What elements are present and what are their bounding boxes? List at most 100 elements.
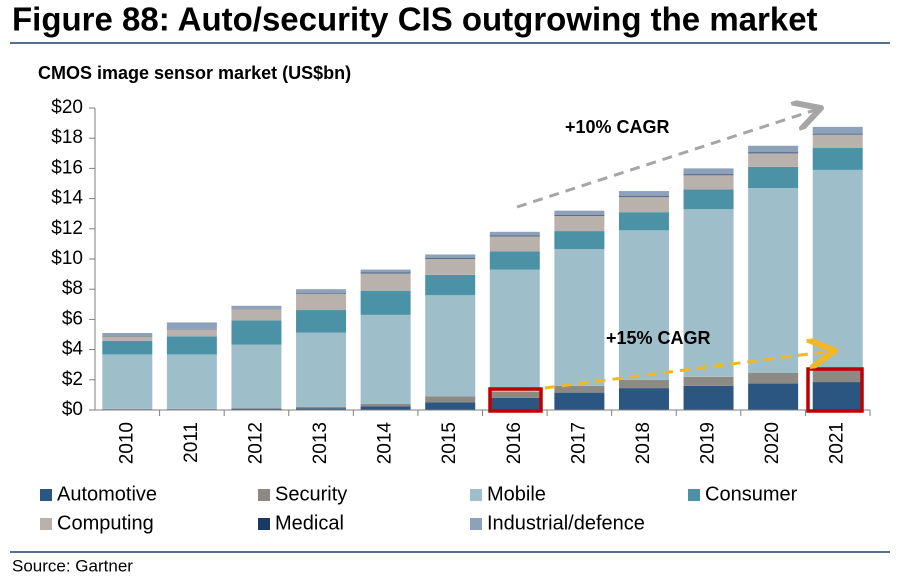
- bar-segment: [812, 134, 863, 149]
- bar-segment: [489, 235, 540, 237]
- bar-segment: [554, 215, 605, 232]
- bar-segment: [102, 354, 153, 409]
- legend-label: Medical: [275, 512, 344, 534]
- bar-segment: [231, 408, 282, 410]
- bar-segment: [554, 249, 605, 386]
- bar-segment: [166, 354, 217, 409]
- highlight-box: [488, 387, 543, 413]
- bar-segment: [425, 402, 476, 410]
- bar-segment: [554, 215, 605, 216]
- y-tick-label: $12: [51, 218, 83, 239]
- bar-segment: [231, 344, 282, 409]
- x-tick-label: 2013: [310, 422, 331, 464]
- y-tick-label: $4: [62, 339, 84, 360]
- bar-segment: [166, 336, 217, 355]
- bar-segment: [489, 397, 540, 410]
- bar-segment: [618, 230, 669, 380]
- bar-segment: [812, 382, 863, 410]
- bar-segment: [231, 305, 282, 309]
- legend-swatch: [40, 518, 52, 530]
- bar-segment: [425, 274, 476, 296]
- bar-segment: [296, 289, 347, 293]
- bar-segment: [618, 191, 669, 197]
- bar-segment: [489, 251, 540, 270]
- trend-arrow: [516, 109, 818, 209]
- bar-segment: [618, 212, 669, 231]
- x-tick-label: 2018: [633, 422, 654, 464]
- legend-label: Industrial/defence: [487, 512, 645, 534]
- bar-segment: [425, 254, 476, 259]
- bar-segment: [296, 332, 347, 407]
- annotation: +15% CAGR: [606, 328, 711, 348]
- bar-segment: [425, 396, 476, 403]
- trend-arrow: [544, 351, 832, 390]
- bar-segment: [425, 295, 476, 397]
- bar-segment: [618, 388, 669, 410]
- y-tick-label: $20: [51, 97, 83, 118]
- x-tick-label: 2017: [568, 422, 589, 464]
- bar-segment: [489, 236, 540, 252]
- bar-segment: [425, 258, 476, 259]
- bar-segment: [748, 383, 799, 410]
- bar-segment: [231, 320, 282, 345]
- y-tick-label: $18: [51, 127, 83, 148]
- y-tick-label: $16: [51, 157, 83, 178]
- bar-segment: [683, 209, 734, 377]
- bar-segment: [554, 231, 605, 250]
- bar-segment: [296, 293, 347, 311]
- bar-segment: [618, 197, 669, 213]
- bar-segment: [748, 188, 799, 374]
- bar-segment: [554, 392, 605, 410]
- x-tick-label: 2021: [827, 422, 848, 464]
- bar-segment: [360, 406, 411, 410]
- bar-segment: [166, 322, 217, 330]
- bar-segment: [683, 175, 734, 190]
- bar-segment: [489, 231, 540, 236]
- legend-swatch: [470, 518, 482, 530]
- bar-segment: [360, 403, 411, 407]
- bar-segment: [489, 269, 540, 392]
- bar-segment: [489, 391, 540, 398]
- plot: $0 $2 $4 $6 $8 $10 $12 $14 $16 $18 $20 2010 2011 2012…: [51, 97, 871, 465]
- legend-swatch: [40, 489, 52, 501]
- bar-segment: [425, 259, 476, 275]
- bar-segment: [812, 169, 863, 370]
- bar-segment: [231, 309, 282, 321]
- bar-segment: [360, 273, 411, 291]
- y-tick-label: $2: [62, 369, 83, 390]
- x-tick-label: 2020: [762, 422, 783, 464]
- source: Source: Gartner: [12, 556, 133, 575]
- legend-swatch: [688, 489, 700, 501]
- bar-segment: [296, 310, 347, 333]
- x-tick-label: 2014: [375, 422, 396, 465]
- y-tick-label: $14: [51, 188, 83, 209]
- legend-label: Mobile: [487, 483, 546, 505]
- bar-segment: [748, 373, 799, 384]
- bar-segment: [683, 174, 734, 176]
- bar-segment: [296, 408, 347, 410]
- x-tick-label: 2016: [504, 422, 525, 464]
- bar-segment: [231, 408, 282, 409]
- bar-segment: [360, 314, 411, 404]
- x-tick-label: 2012: [245, 422, 266, 464]
- bar-segment: [683, 376, 734, 386]
- x-tick-label: 2015: [439, 422, 460, 464]
- bar-segment: [102, 340, 153, 355]
- bar-segment: [683, 385, 734, 410]
- bar-segment: [360, 290, 411, 315]
- bar-segment: [748, 166, 799, 189]
- legend-label: Consumer: [705, 483, 798, 505]
- bar-segment: [360, 272, 411, 274]
- x-tick-label: 2011: [181, 422, 202, 463]
- x-tick-label: 2019: [698, 422, 719, 464]
- bar-segment: [360, 269, 411, 273]
- y-tick-label: $10: [51, 248, 83, 269]
- legend-label: Automotive: [57, 483, 157, 505]
- chart-subtitle: CMOS image sensor market (US$bn): [38, 63, 351, 83]
- legend-label: Security: [275, 483, 347, 505]
- bar-segment: [683, 168, 734, 175]
- bar-segment: [748, 145, 799, 153]
- bar-segment: [812, 369, 863, 383]
- bar-segment: [102, 336, 153, 341]
